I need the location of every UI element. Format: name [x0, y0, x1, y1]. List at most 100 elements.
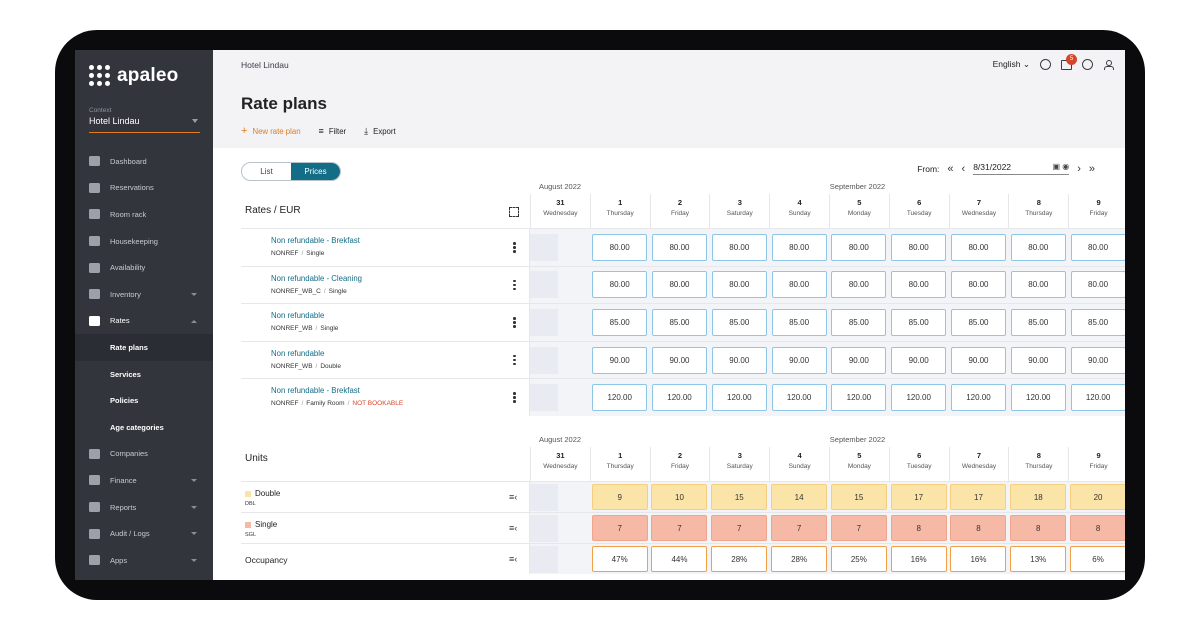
more-options-icon[interactable] — [513, 317, 516, 329]
price-input[interactable]: 80.00 — [831, 233, 887, 261]
price-input[interactable]: 120.00 — [651, 384, 707, 412]
user-icon[interactable] — [1103, 59, 1114, 70]
more-options-icon[interactable] — [513, 354, 516, 367]
price-input[interactable]: 90.00 — [1070, 346, 1125, 374]
weekday-label: Tuesday — [906, 463, 932, 470]
select-all-icon[interactable] — [509, 207, 519, 217]
rate-plan-name-link[interactable]: Non refundable - Cleaning — [271, 273, 363, 283]
price-input[interactable]: 90.00 — [651, 346, 707, 374]
price-input[interactable]: 80.00 — [831, 271, 887, 299]
price-input[interactable]: 80.00 — [1010, 271, 1066, 299]
price-input[interactable]: 80.00 — [592, 271, 648, 299]
price-input[interactable]: 85.00 — [1010, 308, 1066, 336]
day-number: 4 — [797, 451, 802, 460]
price-input[interactable]: 80.00 — [651, 271, 707, 299]
more-options-icon[interactable] — [513, 242, 516, 254]
main-area: Hotel Lindau English ⌄ 5 Rate plans + New… — [213, 50, 1125, 580]
price-input[interactable]: 80.00 — [771, 233, 827, 261]
help-icon[interactable] — [1040, 59, 1051, 70]
export-button[interactable]: ⤓ Export — [364, 125, 396, 136]
new-rate-plan-button[interactable]: + New rate plan — [241, 125, 301, 137]
price-input[interactable]: 85.00 — [711, 308, 767, 336]
price-input[interactable]: 120.00 — [891, 384, 947, 412]
price-input[interactable]: 80.00 — [711, 271, 767, 299]
sidebar-item-housekeeping[interactable]: Housekeeping — [75, 228, 213, 255]
calendar-icon[interactable]: ▣ ◉ — [1052, 162, 1070, 171]
price-input[interactable]: 80.00 — [711, 233, 767, 261]
price-input[interactable]: 120.00 — [950, 384, 1006, 412]
sidebar-item-rate-plans[interactable]: Rate plans — [75, 334, 213, 361]
price-input[interactable]: 85.00 — [592, 308, 648, 336]
price-input[interactable]: 90.00 — [711, 346, 767, 374]
price-input[interactable]: 85.00 — [1070, 308, 1125, 336]
price-input[interactable]: 120.00 — [1010, 384, 1066, 412]
rate-plan-name-link[interactable]: Non refundable - Brekfast — [271, 236, 360, 245]
price-cell-wrap: 120.00 — [709, 379, 769, 416]
sidebar-item-audit-logs[interactable]: Audit / Logs — [75, 520, 213, 547]
price-input[interactable]: 90.00 — [1010, 346, 1066, 374]
list-view-tab[interactable]: List — [260, 167, 273, 176]
price-input[interactable]: 90.00 — [592, 346, 648, 374]
rate-plan-name-link[interactable]: Non refundable — [271, 348, 325, 358]
price-input[interactable]: 85.00 — [831, 308, 887, 336]
price-input[interactable]: 80.00 — [1070, 271, 1125, 299]
gift-icon[interactable]: 5 — [1061, 53, 1077, 70]
sidebar-item-companies[interactable]: Companies — [75, 441, 213, 468]
collapse-rows-icon[interactable]: ≡‹ — [509, 554, 518, 564]
more-options-icon[interactable] — [513, 392, 516, 404]
filter-button[interactable]: ≡ Filter — [318, 126, 347, 136]
price-input[interactable]: 85.00 — [950, 308, 1006, 336]
price-input[interactable]: 90.00 — [831, 346, 887, 374]
date-input[interactable]: 8/31/2022 ▣ ◉ — [973, 162, 1070, 175]
price-input[interactable]: 80.00 — [592, 233, 648, 261]
sidebar-item-reservations[interactable]: Reservations — [75, 175, 213, 202]
sidebar-item-policies[interactable]: Policies — [110, 396, 139, 406]
price-input[interactable]: 120.00 — [831, 384, 887, 412]
sidebar-item-rates[interactable]: Rates — [75, 308, 213, 335]
sidebar-item-finance[interactable]: Finance — [75, 467, 213, 494]
day-number: 1 — [618, 198, 623, 207]
weekday-label: Friday — [670, 210, 690, 217]
price-input[interactable]: 120.00 — [771, 384, 827, 412]
price-input[interactable]: 120.00 — [1070, 384, 1125, 412]
more-options-icon[interactable] — [513, 279, 516, 292]
sidebar-item-apps[interactable]: Apps — [75, 547, 213, 574]
price-input[interactable]: 120.00 — [592, 384, 648, 412]
price-input[interactable]: 80.00 — [771, 271, 827, 299]
language-select[interactable]: English ⌄ — [992, 59, 1030, 69]
sidebar-item-services[interactable]: Services — [110, 369, 141, 379]
price-input[interactable]: 80.00 — [1010, 233, 1066, 261]
price-input[interactable]: 90.00 — [891, 346, 947, 374]
collapse-rows-icon[interactable]: ≡‹ — [509, 523, 518, 533]
sidebar-item-dashboard[interactable]: Dashboard — [75, 148, 213, 175]
day-column-header: 9 Friday — [1068, 194, 1125, 228]
apaleo-logo[interactable]: apaleo — [89, 65, 178, 87]
sidebar-item-room-rack[interactable]: Room rack — [75, 201, 213, 228]
price-input[interactable]: 90.00 — [771, 346, 827, 374]
price-input[interactable]: 80.00 — [891, 233, 947, 261]
price-input[interactable]: 85.00 — [771, 308, 827, 336]
sidebar-item-reports[interactable]: Reports — [75, 494, 213, 521]
price-input[interactable]: 85.00 — [651, 308, 707, 336]
chevron-right-icon[interactable]: › — [1077, 162, 1081, 175]
price-input[interactable]: 80.00 — [891, 271, 947, 299]
price-input[interactable]: 80.00 — [1070, 233, 1125, 261]
price-input[interactable]: 85.00 — [891, 308, 947, 336]
price-input[interactable]: 90.00 — [950, 346, 1006, 374]
double-chevron-right-icon[interactable]: » — [1088, 162, 1095, 175]
price-input[interactable]: 120.00 — [711, 384, 767, 412]
double-chevron-left-icon[interactable]: « — [947, 162, 954, 175]
rate-plan-name-link[interactable]: Non refundable - Brekfast — [271, 386, 360, 396]
price-input[interactable]: 80.00 — [651, 233, 707, 261]
prices-view-tab[interactable]: Prices — [291, 163, 340, 180]
sidebar-item-age-categories[interactable]: Age categories — [110, 422, 164, 432]
rate-plan-name-link[interactable]: Non refundable — [271, 311, 325, 321]
collapse-rows-icon[interactable]: ≡‹ — [509, 492, 518, 502]
price-input[interactable]: 80.00 — [950, 271, 1006, 299]
sidebar-item-availability[interactable]: Availability — [75, 254, 213, 281]
chevron-left-icon[interactable]: ‹ — [961, 162, 966, 175]
clock-icon[interactable] — [1082, 59, 1093, 70]
sidebar-item-inventory[interactable]: Inventory — [75, 281, 213, 308]
context-select[interactable]: Hotel Lindau — [89, 116, 200, 133]
price-input[interactable]: 80.00 — [950, 233, 1006, 261]
